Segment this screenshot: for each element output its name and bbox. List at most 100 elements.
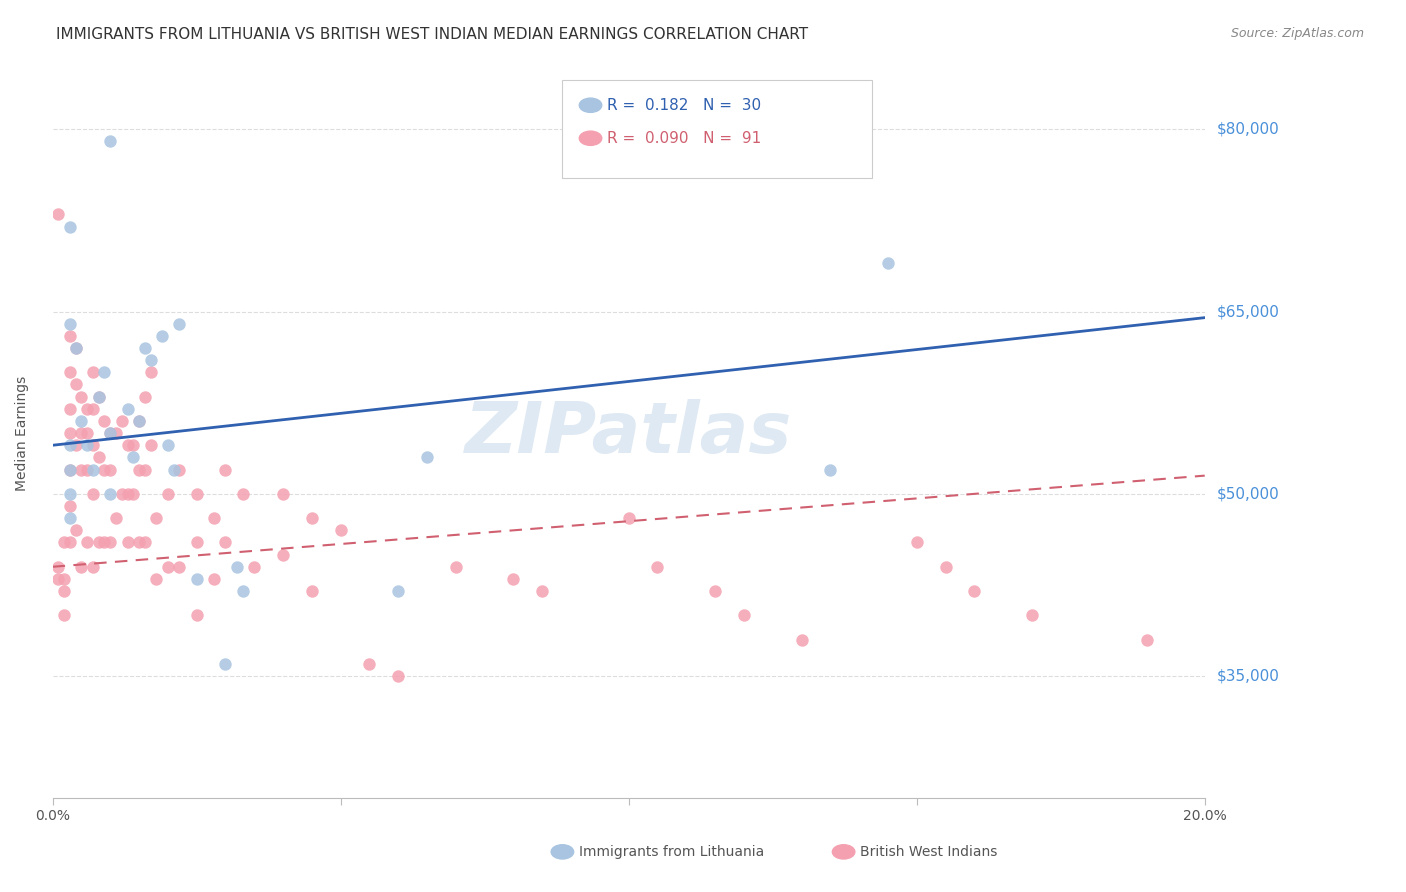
Point xyxy=(53,584,76,599)
Text: R =  0.090   N =  91: R = 0.090 N = 91 xyxy=(607,131,762,145)
Point xyxy=(128,414,150,428)
Point xyxy=(617,511,640,525)
Point xyxy=(76,535,98,549)
Point xyxy=(1021,608,1043,623)
Point xyxy=(387,669,409,683)
Point xyxy=(139,353,162,368)
Point xyxy=(87,535,110,549)
Point xyxy=(59,462,82,476)
Point xyxy=(156,559,179,574)
Point xyxy=(98,535,121,549)
Point xyxy=(122,487,145,501)
Point xyxy=(122,450,145,465)
Point xyxy=(387,584,409,599)
Text: British West Indians: British West Indians xyxy=(860,845,998,859)
Point xyxy=(59,499,82,513)
Point xyxy=(82,487,104,501)
Point xyxy=(48,207,70,221)
Point xyxy=(139,438,162,452)
Y-axis label: Median Earnings: Median Earnings xyxy=(15,376,30,491)
Point xyxy=(82,462,104,476)
Point xyxy=(59,426,82,441)
Point xyxy=(214,657,236,671)
Point xyxy=(134,341,156,355)
Text: IMMIGRANTS FROM LITHUANIA VS BRITISH WEST INDIAN MEDIAN EARNINGS CORRELATION CHA: IMMIGRANTS FROM LITHUANIA VS BRITISH WES… xyxy=(56,27,808,42)
Point xyxy=(117,535,139,549)
Point xyxy=(76,426,98,441)
Point xyxy=(134,535,156,549)
Point xyxy=(53,572,76,586)
Point xyxy=(186,487,208,501)
Point xyxy=(329,524,352,538)
Text: $65,000: $65,000 xyxy=(1216,304,1279,319)
Point xyxy=(59,462,82,476)
Point xyxy=(139,365,162,379)
Point xyxy=(271,487,294,501)
Point xyxy=(226,559,249,574)
Point xyxy=(134,390,156,404)
Point xyxy=(76,401,98,416)
Text: $80,000: $80,000 xyxy=(1216,122,1279,136)
Point xyxy=(82,401,104,416)
Point xyxy=(111,414,134,428)
Point xyxy=(48,559,70,574)
Point xyxy=(169,317,191,331)
Point xyxy=(214,535,236,549)
Point xyxy=(416,450,439,465)
Point xyxy=(301,511,323,525)
Point xyxy=(59,401,82,416)
Point xyxy=(59,511,82,525)
Point xyxy=(169,559,191,574)
Point xyxy=(98,487,121,501)
Point xyxy=(76,438,98,452)
Point xyxy=(877,256,900,270)
Point xyxy=(87,450,110,465)
Point xyxy=(145,511,167,525)
Text: Immigrants from Lithuania: Immigrants from Lithuania xyxy=(579,845,765,859)
Point xyxy=(53,535,76,549)
Point xyxy=(963,584,986,599)
Point xyxy=(93,365,115,379)
Point xyxy=(70,559,93,574)
Point xyxy=(186,572,208,586)
Point xyxy=(444,559,467,574)
Point xyxy=(117,487,139,501)
Point xyxy=(214,462,236,476)
Point xyxy=(70,414,93,428)
Point xyxy=(128,462,150,476)
Point xyxy=(48,572,70,586)
Point xyxy=(232,584,254,599)
Point xyxy=(150,329,173,343)
Point xyxy=(82,365,104,379)
Point xyxy=(134,462,156,476)
Point xyxy=(87,390,110,404)
Point xyxy=(820,462,842,476)
Point xyxy=(65,438,87,452)
Point xyxy=(98,135,121,149)
Point xyxy=(733,608,755,623)
Point xyxy=(93,535,115,549)
Text: $50,000: $50,000 xyxy=(1216,486,1279,501)
Point xyxy=(65,341,87,355)
Point xyxy=(98,462,121,476)
Point xyxy=(59,438,82,452)
Point xyxy=(169,462,191,476)
Point xyxy=(82,559,104,574)
Point xyxy=(647,559,669,574)
Point xyxy=(93,414,115,428)
Point xyxy=(59,535,82,549)
Point xyxy=(186,535,208,549)
Point xyxy=(104,511,127,525)
Point xyxy=(104,426,127,441)
Point xyxy=(70,426,93,441)
Point xyxy=(65,377,87,392)
Point xyxy=(531,584,554,599)
Point xyxy=(202,511,225,525)
Point xyxy=(128,535,150,549)
Point xyxy=(59,487,82,501)
Point xyxy=(122,438,145,452)
Point xyxy=(59,317,82,331)
Point xyxy=(905,535,928,549)
Point xyxy=(65,341,87,355)
Point xyxy=(359,657,381,671)
